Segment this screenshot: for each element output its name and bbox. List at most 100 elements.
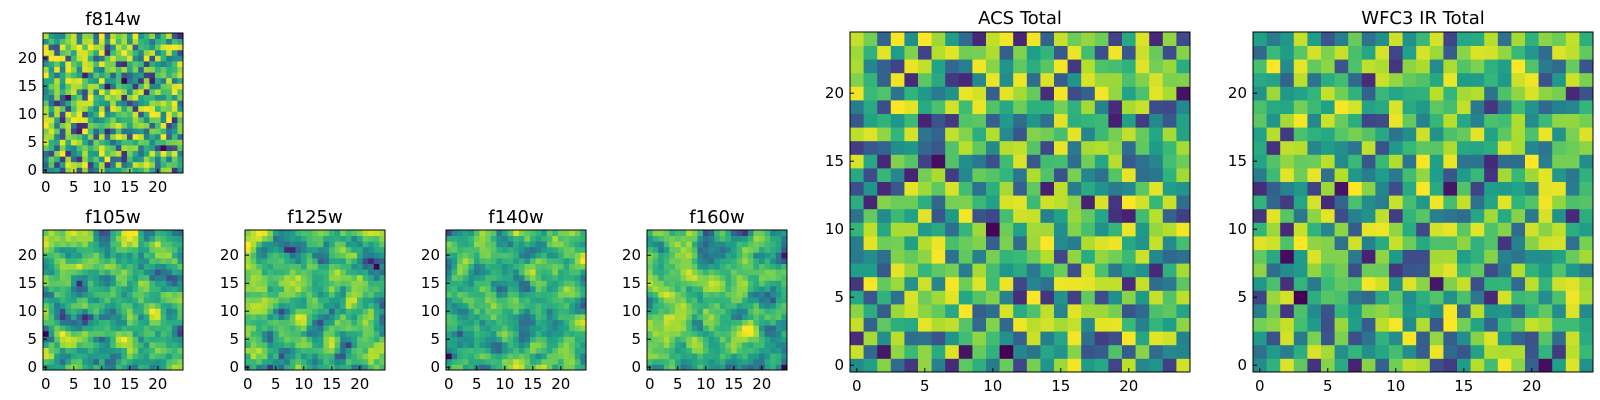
heatmap-cell xyxy=(115,353,122,360)
heatmap-cell xyxy=(1416,32,1431,46)
heatmap-cell xyxy=(725,274,732,281)
heatmap-cell xyxy=(1361,222,1376,237)
heatmap-cell xyxy=(99,122,105,129)
heatmap-cell xyxy=(143,133,150,140)
heatmap-cell xyxy=(719,302,726,309)
heatmap-cell xyxy=(552,347,559,354)
heatmap-cell xyxy=(1375,168,1390,182)
heatmap-cell xyxy=(781,330,788,337)
heatmap-cell xyxy=(1389,263,1403,278)
heatmap-cell xyxy=(65,302,72,309)
heatmap-cell xyxy=(1579,195,1594,210)
heatmap-cell xyxy=(71,252,77,259)
heatmap-cell xyxy=(127,117,133,123)
heatmap-cell xyxy=(1135,72,1150,87)
heatmap-cell xyxy=(890,181,905,196)
heatmap-cell xyxy=(87,353,94,360)
heatmap-cell xyxy=(546,263,553,270)
heatmap-cell xyxy=(446,258,452,264)
heatmap-cell xyxy=(945,249,960,264)
heatmap-cell xyxy=(918,304,932,318)
heatmap-cell xyxy=(563,325,570,332)
heatmap-cell xyxy=(753,353,760,360)
heatmap-cell xyxy=(329,336,335,343)
heatmap-cell xyxy=(301,325,307,332)
heatmap-cell xyxy=(273,269,279,276)
heatmap-cell xyxy=(99,94,105,101)
panel-title: f160w xyxy=(689,207,744,228)
heatmap-cell xyxy=(904,32,919,46)
heatmap-cell xyxy=(245,286,251,292)
heatmap-cell xyxy=(1457,45,1471,60)
heatmap-cell xyxy=(177,161,184,168)
heatmap-cell xyxy=(127,66,133,73)
heatmap-cell xyxy=(115,258,122,264)
heatmap-cell xyxy=(986,168,1000,182)
heatmap-cell xyxy=(725,230,732,236)
heatmap-cell xyxy=(462,347,469,354)
heatmap-cell xyxy=(462,235,469,242)
heatmap-cell xyxy=(340,241,347,248)
heatmap-cell xyxy=(143,330,150,337)
heatmap-cell xyxy=(1375,222,1390,237)
heatmap-cell xyxy=(1497,140,1512,155)
heatmap-cell xyxy=(166,33,173,39)
heatmap-cell xyxy=(48,122,55,129)
heatmap-cell xyxy=(850,236,864,250)
heatmap-cell xyxy=(177,364,184,371)
heatmap-cell xyxy=(115,150,122,157)
heatmap-cell xyxy=(138,33,145,39)
heatmap-cell xyxy=(334,246,341,253)
heatmap-cell xyxy=(82,297,89,304)
heatmap-cell xyxy=(138,314,145,320)
heatmap-cell xyxy=(1334,263,1349,278)
heatmap-cell xyxy=(574,286,581,292)
heatmap-cell xyxy=(177,297,184,304)
heatmap-cell xyxy=(524,291,531,298)
heatmap-cell xyxy=(999,45,1014,60)
heatmap-cell xyxy=(1334,208,1349,223)
heatmap-cell xyxy=(115,263,122,270)
heatmap-cell xyxy=(329,347,335,354)
heatmap-cell xyxy=(1081,236,1096,250)
heatmap-cell xyxy=(312,258,319,264)
heatmap-cell xyxy=(93,235,100,242)
heatmap-cell xyxy=(273,336,279,343)
heatmap-cell xyxy=(93,325,100,332)
heatmap-cell xyxy=(160,325,167,332)
heatmap-cell xyxy=(958,208,973,223)
heatmap-cell xyxy=(999,154,1014,169)
heatmap-cell xyxy=(138,235,145,242)
heatmap-cell xyxy=(166,89,173,95)
heatmap-cell xyxy=(658,353,665,360)
heatmap-cell xyxy=(149,156,156,163)
heatmap-cell xyxy=(563,358,570,365)
heatmap-cell xyxy=(121,105,128,112)
heatmap-cell xyxy=(652,358,659,365)
heatmap-cell xyxy=(104,94,111,101)
heatmap-cell xyxy=(669,280,676,287)
heatmap-cell xyxy=(54,286,61,292)
heatmap-cell xyxy=(457,302,464,309)
heatmap-cell xyxy=(295,353,302,360)
heatmap-cell xyxy=(256,353,263,360)
heatmap-cell xyxy=(775,325,782,332)
heatmap-cell xyxy=(82,117,89,123)
heatmap-cell xyxy=(647,230,653,236)
heatmap-cell xyxy=(1416,276,1431,291)
heatmap-cell xyxy=(1361,140,1376,155)
heatmap-cell xyxy=(256,308,263,315)
heatmap-cell xyxy=(1135,140,1150,155)
heatmap-cell xyxy=(1013,222,1028,237)
heatmap-cell xyxy=(132,111,139,118)
heatmap-cell xyxy=(132,139,139,146)
heatmap-cell xyxy=(87,336,94,343)
heatmap-cell xyxy=(48,286,55,292)
heatmap-cell xyxy=(1040,358,1055,373)
heatmap-cell xyxy=(468,241,475,248)
heatmap-cell xyxy=(166,336,173,343)
heatmap-cell xyxy=(958,127,973,142)
heatmap-cell xyxy=(301,336,307,343)
heatmap-cell xyxy=(552,263,559,270)
